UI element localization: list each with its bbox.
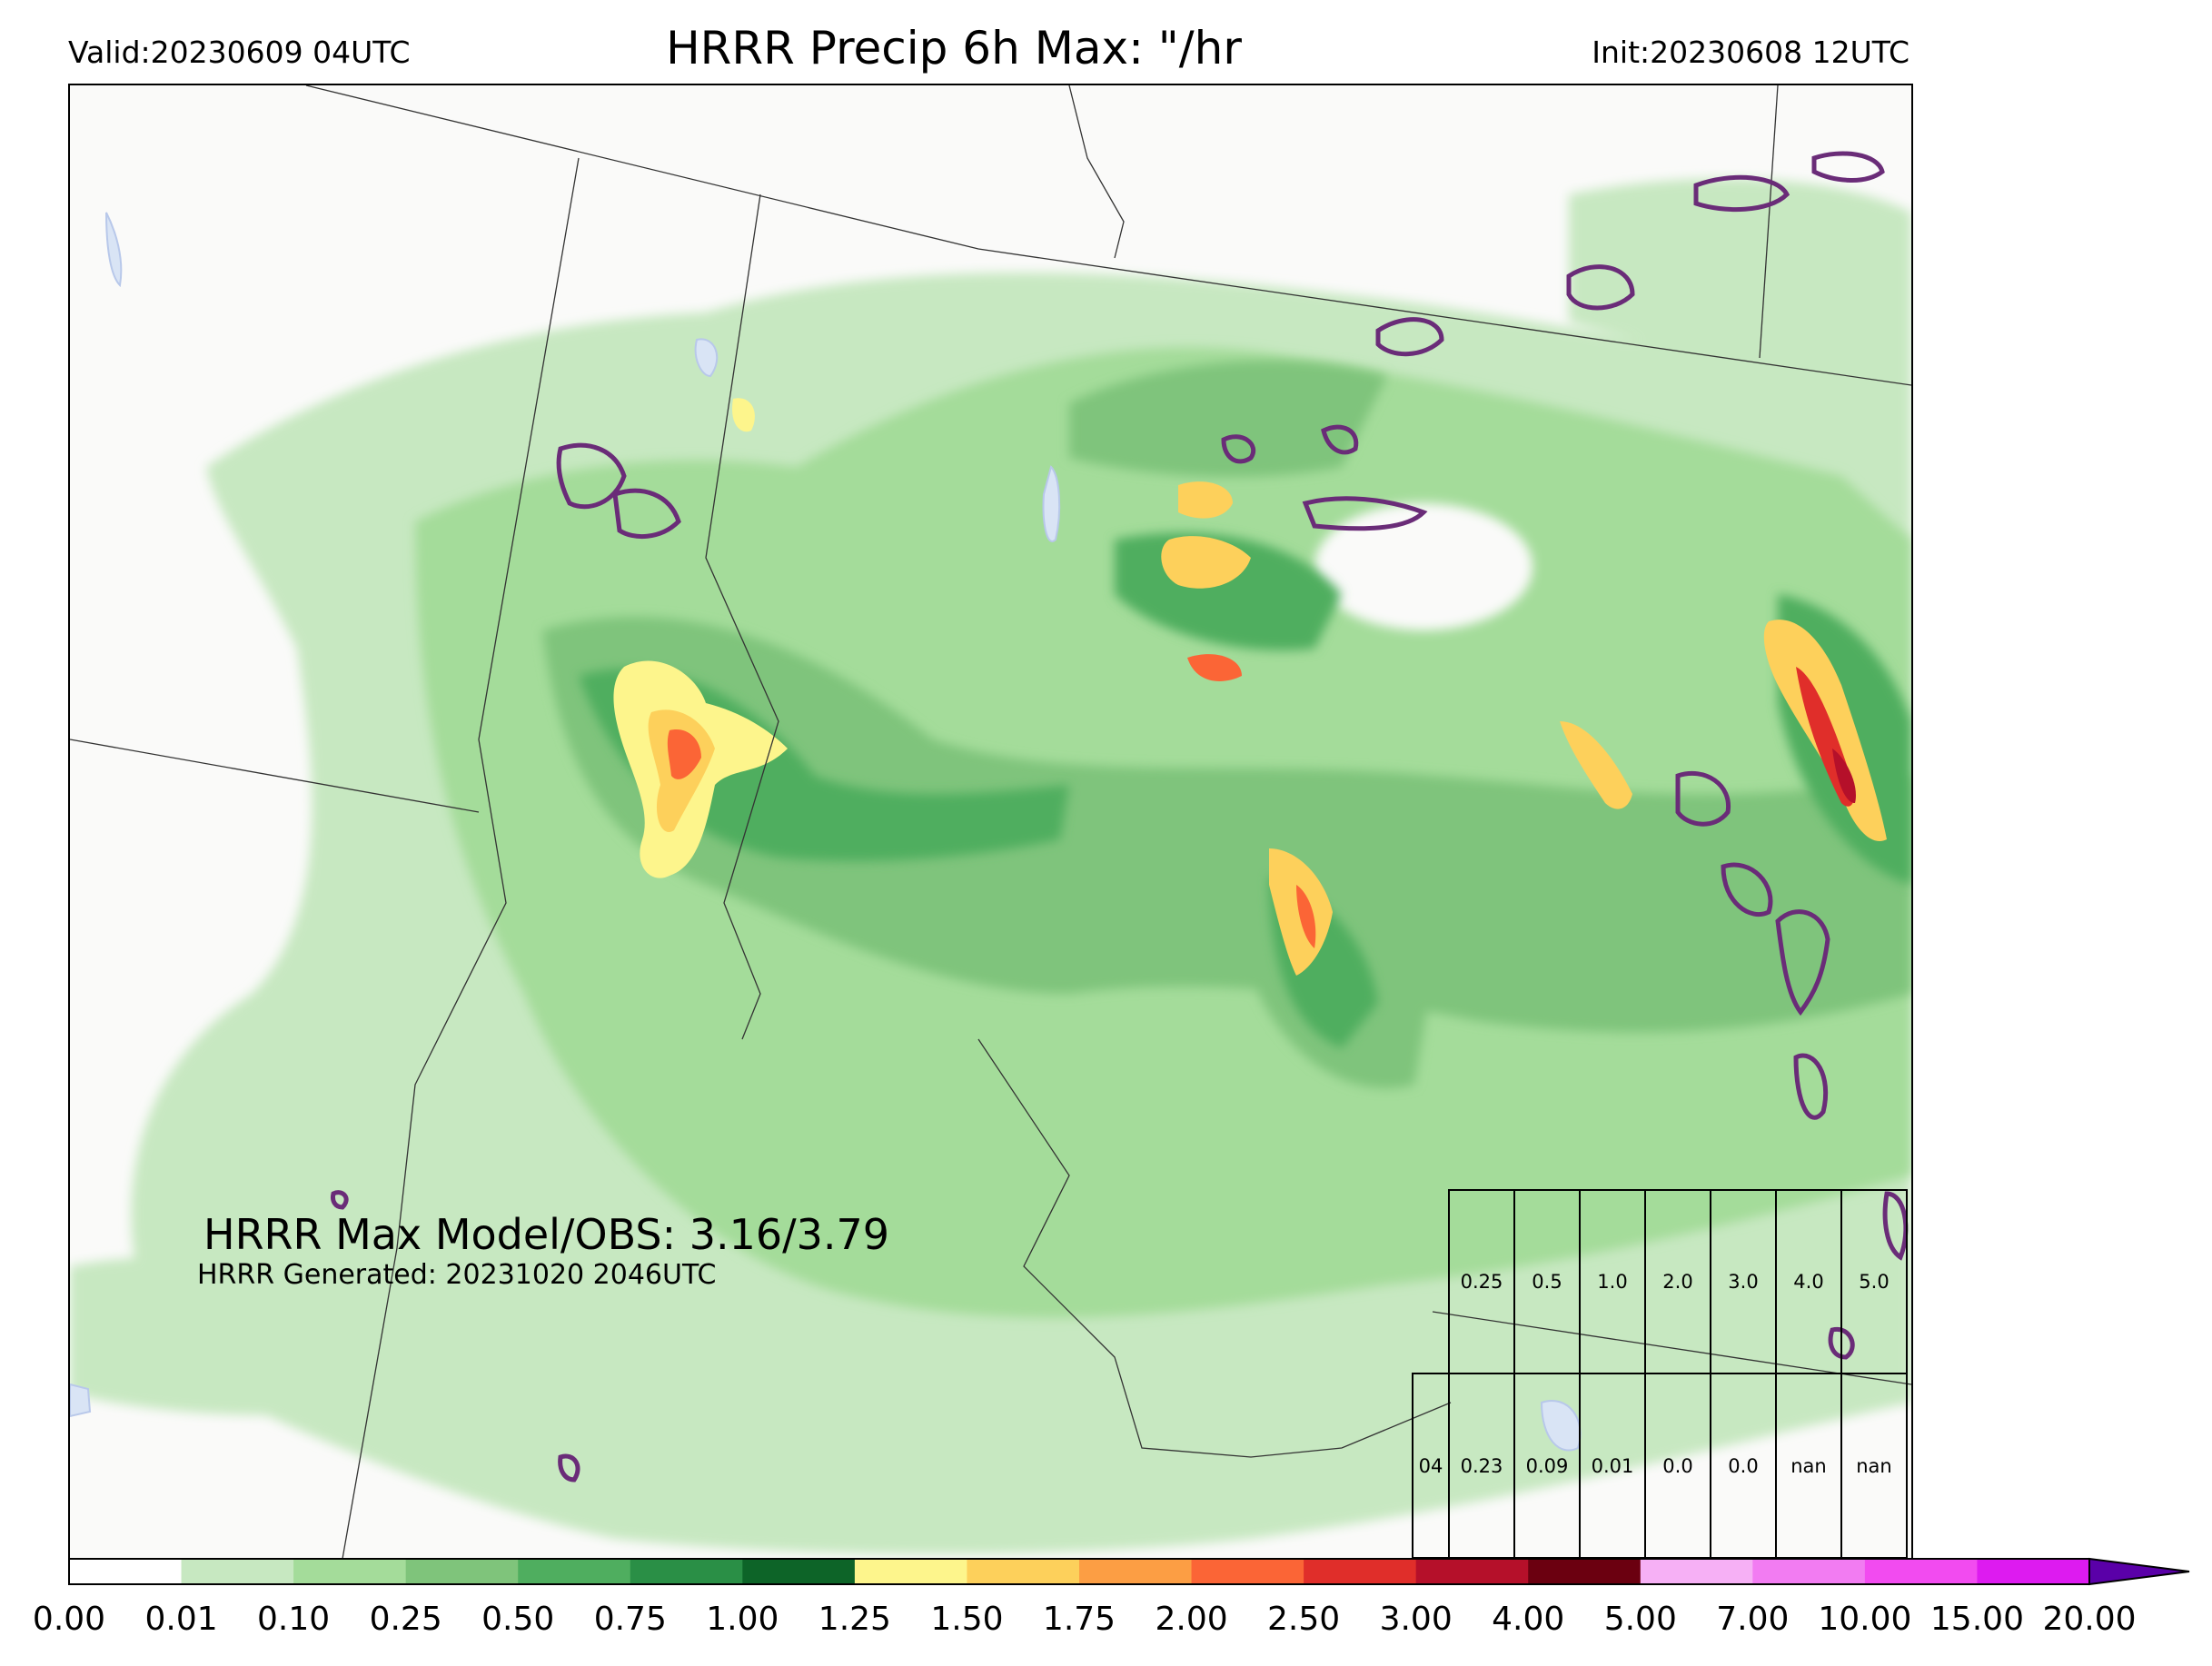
colorbar-segment <box>1304 1559 1417 1584</box>
colorbar-tick-label: 1.00 <box>706 1601 779 1638</box>
threshold-value-cell: 0.23 <box>1448 1373 1515 1559</box>
colorbar-tick-label: 0.00 <box>32 1601 106 1638</box>
observed-precip-contours <box>331 151 1909 1483</box>
threshold-header-cell: 0.5 <box>1513 1189 1581 1374</box>
colorbar-extend-arrow <box>2088 1557 2190 1586</box>
colorbar-tick-label: 3.00 <box>1379 1601 1453 1638</box>
colorbar-segment <box>293 1559 407 1584</box>
threshold-value-cell: 0.01 <box>1579 1373 1646 1559</box>
precip-map-panel: HRRR Max Model/OBS: 3.16/3.79 HRRR Gener… <box>68 84 1913 1561</box>
colorbar-segment <box>967 1559 1080 1584</box>
colorbar-tick-label: 7.00 <box>1716 1601 1790 1638</box>
threshold-value-cell: 0.0 <box>1710 1373 1777 1559</box>
generated-time-label: HRRR Generated: 20231020 2046UTC <box>197 1259 717 1291</box>
colorbar-tick-label: 2.50 <box>1267 1601 1341 1638</box>
init-time-label: Init:20230608 12UTC <box>1592 35 1909 70</box>
precip-field <box>70 85 1911 1559</box>
colorbar-segment <box>518 1559 631 1584</box>
colorbar-tick-label: 2.00 <box>1155 1601 1228 1638</box>
colorbar-tick-label: 0.75 <box>593 1601 667 1638</box>
lakes <box>70 212 1582 1452</box>
colorbar-tick-label: 0.01 <box>144 1601 218 1638</box>
colorbar-tick-label: 0.10 <box>257 1601 331 1638</box>
colorbar-tick-label: 0.25 <box>369 1601 442 1638</box>
valid-time-label: Valid:20230609 04UTC <box>68 35 411 70</box>
colorbar-tick-label: 1.75 <box>1042 1601 1116 1638</box>
threshold-header-cell: 1.0 <box>1579 1189 1646 1374</box>
colorbar-tick-label: 15.00 <box>1929 1601 2024 1638</box>
colorbar-segment <box>854 1559 967 1584</box>
colorbar-tick-label: 1.25 <box>818 1601 891 1638</box>
colorbar <box>68 1557 2190 1586</box>
threshold-header-cell: 4.0 <box>1775 1189 1842 1374</box>
colorbar-segment <box>181 1559 294 1584</box>
map-title: HRRR Precip 6h Max: "/hr <box>666 22 1242 74</box>
colorbar-segment <box>1864 1559 1978 1584</box>
colorbar-tick-label: 0.50 <box>481 1601 555 1638</box>
colorbar-segment <box>742 1559 856 1584</box>
colorbar-tick-label: 1.50 <box>930 1601 1004 1638</box>
threshold-value-cell: nan <box>1775 1373 1842 1559</box>
colorbar-segment <box>630 1559 743 1584</box>
colorbar-segment <box>1977 1559 2090 1584</box>
max-model-obs-label: HRRR Max Model/OBS: 3.16/3.79 <box>203 1210 890 1259</box>
colorbar-segment <box>1079 1559 1193 1584</box>
colorbar-segment <box>1752 1559 1866 1584</box>
colorbar-segment <box>69 1559 183 1584</box>
colorbar-segment <box>1640 1559 1753 1584</box>
threshold-value-cell: 0.09 <box>1513 1373 1581 1559</box>
threshold-header-cell: 0.25 <box>1448 1189 1515 1374</box>
colorbar-tick-label: 5.00 <box>1603 1601 1677 1638</box>
state-boundaries <box>70 85 1911 1559</box>
threshold-row-label: 04 <box>1412 1373 1450 1559</box>
colorbar-segment <box>1191 1559 1304 1584</box>
colorbar-segment <box>1415 1559 1529 1584</box>
threshold-value-cell: nan <box>1840 1373 1908 1559</box>
threshold-header-cell: 5.0 <box>1840 1189 1908 1374</box>
colorbar-segment <box>1528 1559 1642 1584</box>
colorbar-segment <box>405 1559 519 1584</box>
colorbar-tick-label: 10.00 <box>1818 1601 1912 1638</box>
precip-heavy-cores <box>613 398 1887 976</box>
threshold-header-cell: 3.0 <box>1710 1189 1777 1374</box>
threshold-value-cell: 0.0 <box>1644 1373 1711 1559</box>
threshold-header-cell: 2.0 <box>1644 1189 1711 1374</box>
colorbar-tick-label: 20.00 <box>2042 1601 2137 1638</box>
colorbar-outline <box>68 1558 2090 1585</box>
colorbar-tick-label: 4.00 <box>1492 1601 1565 1638</box>
